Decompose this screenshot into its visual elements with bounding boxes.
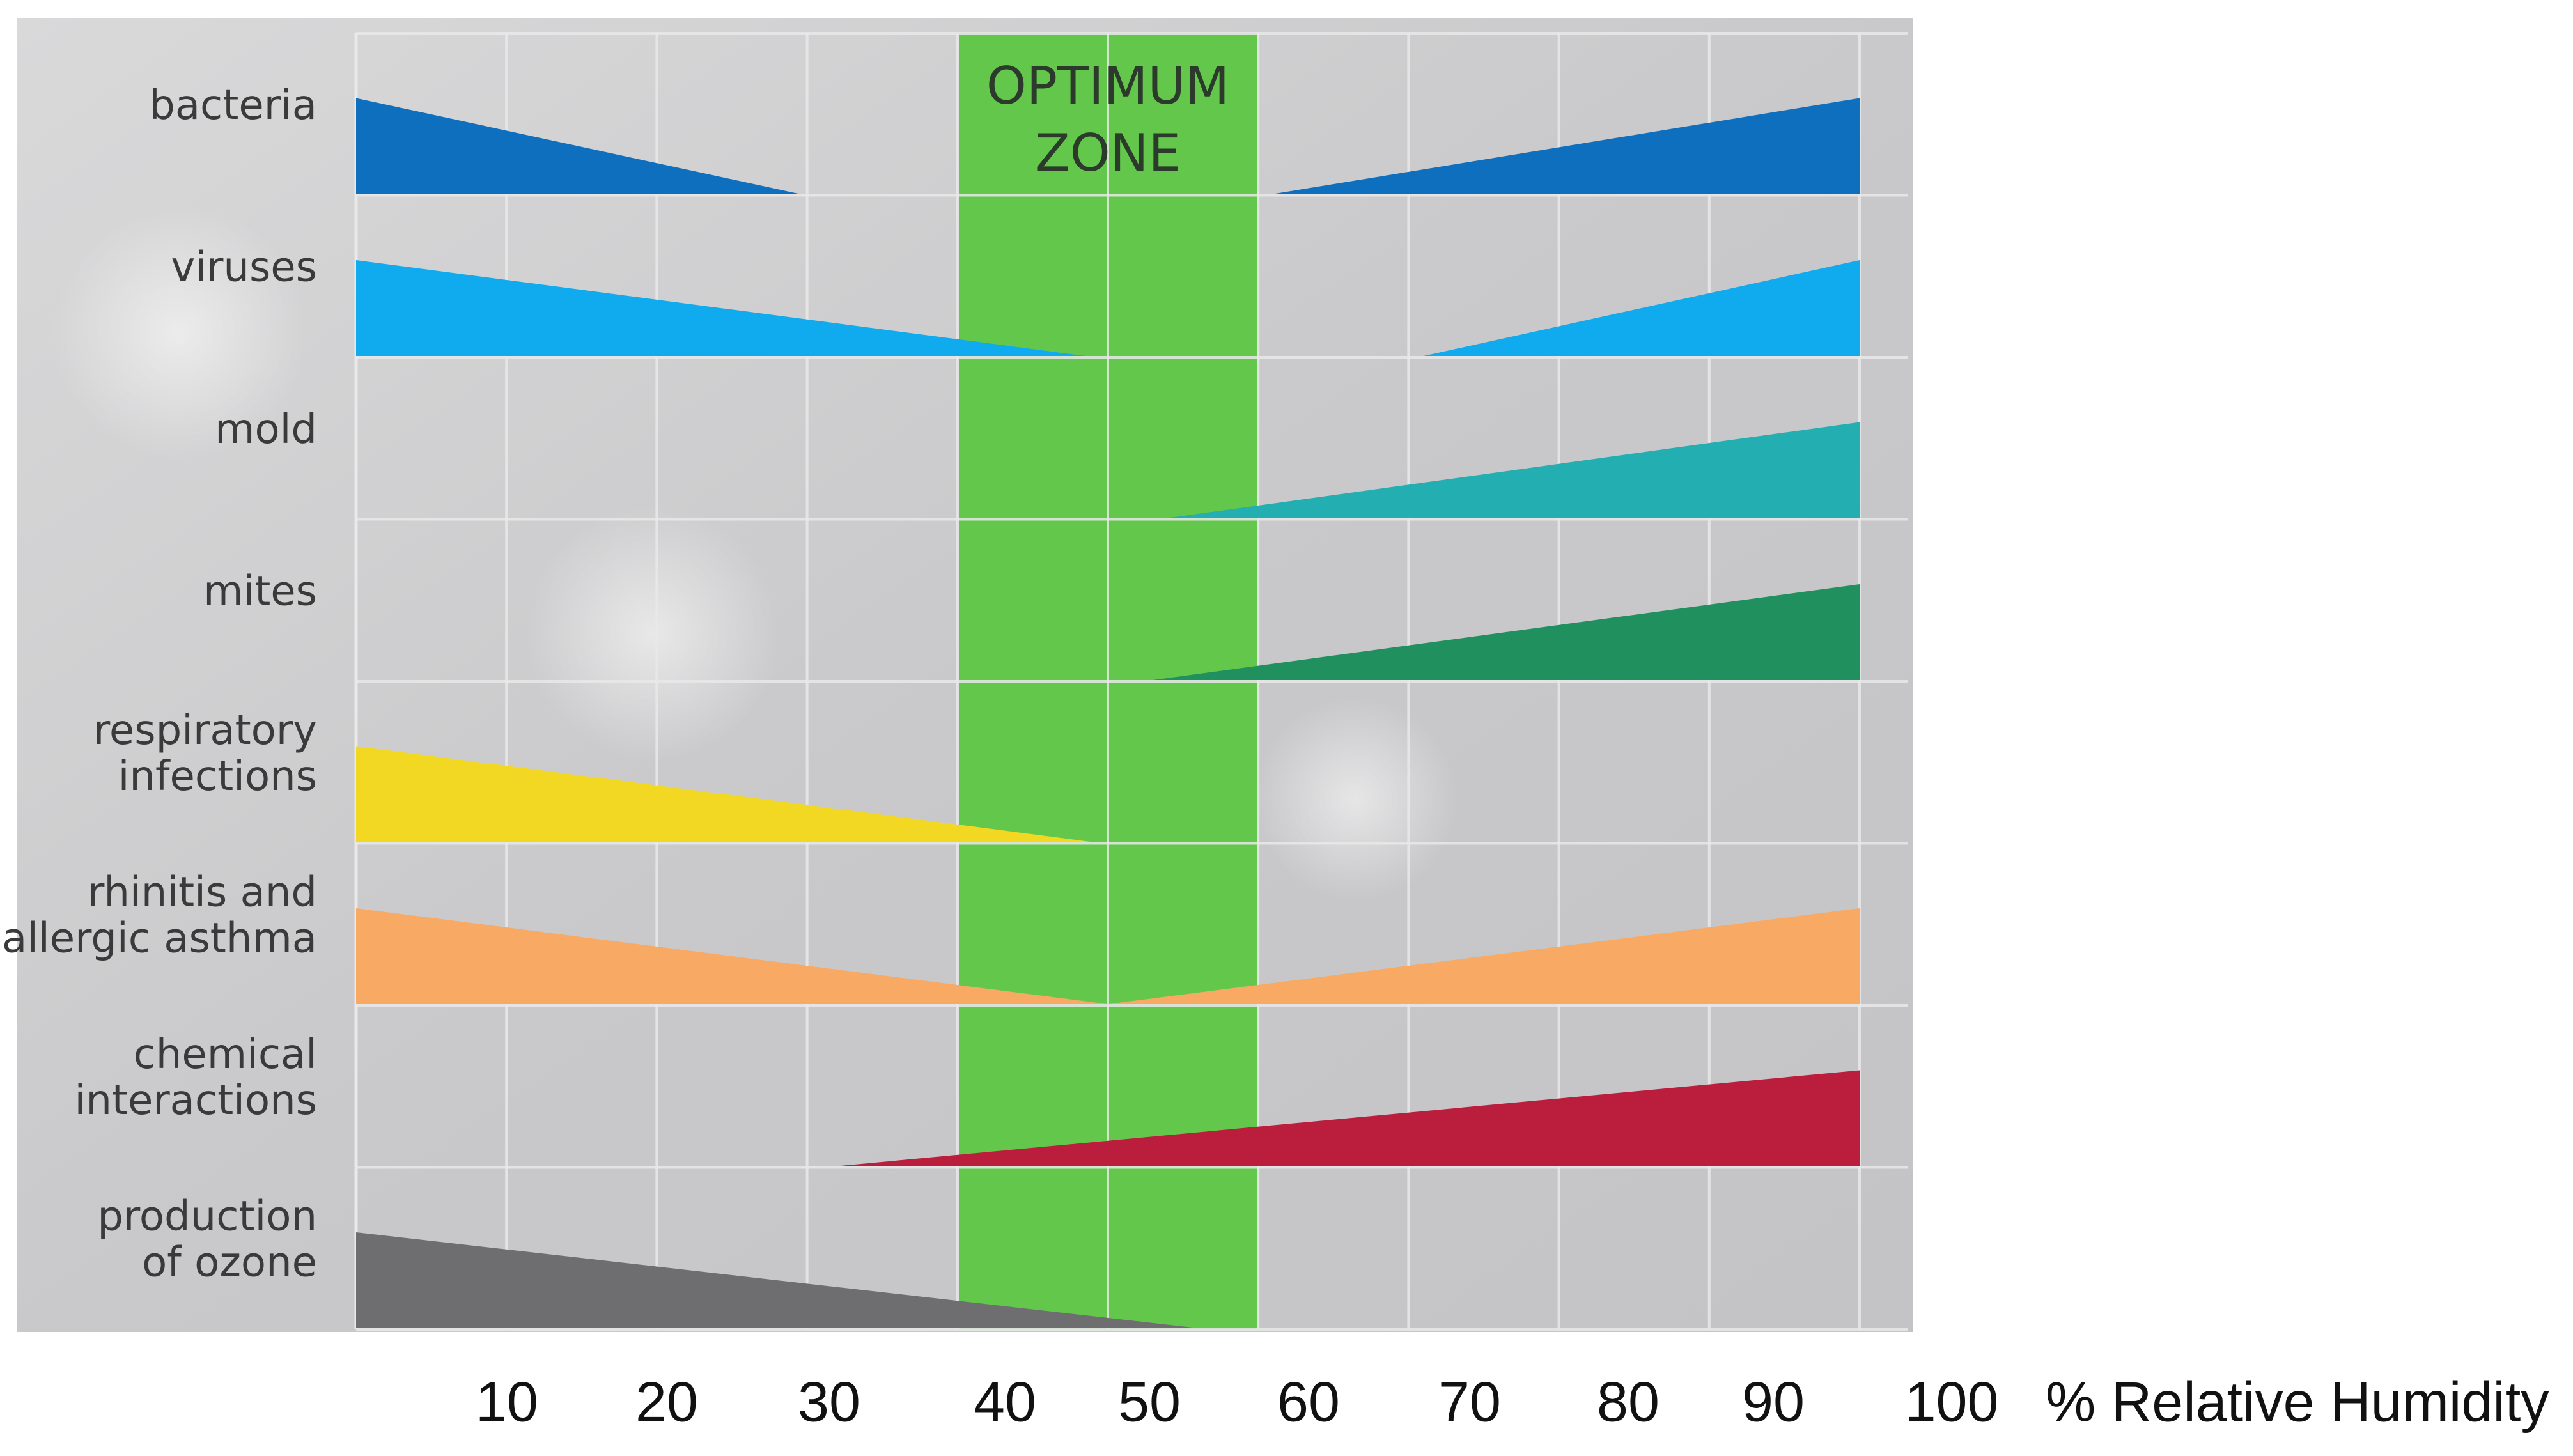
x-tick-label: 40 [974, 1370, 1036, 1433]
series-wedge-viruses [1423, 260, 1860, 356]
row-label: infections [118, 753, 317, 800]
x-tick-label: 30 [798, 1370, 860, 1433]
row-label: respiratory [93, 707, 317, 754]
row-label: production [97, 1193, 317, 1241]
background-haze [1253, 697, 1458, 901]
row-label: mites [203, 568, 317, 616]
row-label: chemical [134, 1031, 317, 1078]
row-label: mold [215, 406, 317, 453]
series-wedge-bacteria [356, 98, 800, 194]
background-haze [51, 205, 307, 460]
row-label: allergic asthma [2, 915, 317, 963]
series-wedge-respiratory-infections [356, 746, 1093, 842]
series-wedge-viruses [356, 260, 1085, 356]
x-tick-label: 80 [1597, 1370, 1660, 1433]
series-wedge-production-of-ozone [356, 1232, 1199, 1328]
row-label: interactions [75, 1077, 317, 1124]
x-axis-label: % Relative Humidity [2046, 1370, 2549, 1433]
series-wedge-rhinitis-and-allergic-asthma [1108, 908, 1860, 1004]
optimum-zone-label: OPTIMUM [986, 56, 1229, 116]
x-tick-label: 100 [1905, 1370, 1999, 1433]
series-wedge-mold [1168, 422, 1860, 518]
row-label: rhinitis and [88, 869, 317, 917]
x-tick-label: 90 [1742, 1370, 1805, 1433]
x-tick-label: 70 [1438, 1370, 1501, 1433]
row-label: of ozone [142, 1239, 317, 1287]
series-wedge-chemical-interactions [837, 1070, 1860, 1166]
series-wedge-mites [1153, 584, 1860, 680]
x-tick-label: 10 [476, 1370, 538, 1433]
x-tick-label: 60 [1277, 1370, 1340, 1433]
row-label: bacteria [149, 82, 317, 129]
series-wedge-rhinitis-and-allergic-asthma [356, 908, 1108, 1004]
series-wedge-bacteria [1273, 98, 1860, 194]
row-label: viruses [171, 244, 317, 291]
x-tick-label: 50 [1118, 1370, 1181, 1433]
background-haze [524, 505, 780, 761]
x-tick-label: 20 [635, 1370, 698, 1433]
optimum-zone-label: ZONE [1035, 123, 1181, 183]
